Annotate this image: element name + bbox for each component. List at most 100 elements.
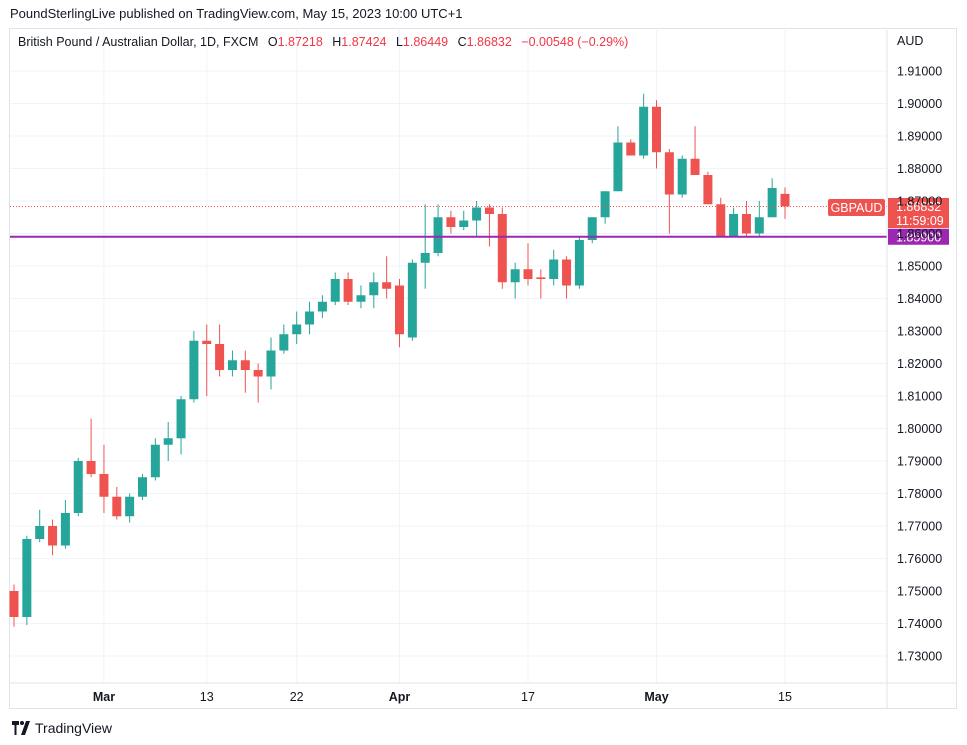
candle-body: [330, 279, 340, 302]
candle-body: [433, 217, 443, 253]
candle[interactable]: [330, 272, 340, 306]
candle[interactable]: [240, 350, 250, 393]
candle-body: [420, 253, 430, 263]
candle[interactable]: [279, 324, 289, 354]
candle-body: [574, 240, 584, 286]
horizontal-level-label-bg: [888, 228, 949, 245]
candle[interactable]: [48, 519, 58, 556]
candle[interactable]: [459, 210, 469, 231]
candle[interactable]: [227, 350, 237, 377]
candle-body: [22, 539, 32, 617]
y-tick-label: 1.81000: [897, 390, 942, 404]
candle[interactable]: [652, 100, 661, 169]
candle[interactable]: [35, 509, 45, 543]
candle-body: [549, 259, 559, 279]
candle[interactable]: [317, 295, 327, 318]
candle-body: [163, 438, 173, 445]
axes: 1.73000 1.74000 1.75000 1.76000 1.77000 1.780…: [10, 30, 957, 709]
candle[interactable]: [22, 535, 32, 626]
footer-branding[interactable]: TradingView: [10, 720, 112, 736]
candle[interactable]: [343, 272, 353, 306]
candle[interactable]: [112, 487, 122, 520]
candle[interactable]: [741, 201, 751, 237]
y-tick-label: 1.74000: [897, 617, 942, 631]
candle[interactable]: [395, 279, 404, 348]
candle[interactable]: [356, 285, 366, 309]
candle-body: [562, 259, 572, 286]
candle[interactable]: [716, 197, 726, 237]
chart-frame: [9, 28, 957, 709]
candle[interactable]: [382, 256, 392, 299]
candle[interactable]: [536, 269, 546, 299]
candle[interactable]: [754, 201, 764, 237]
currency-label: AUD: [897, 34, 923, 48]
candle-body: [369, 282, 379, 296]
candle[interactable]: [510, 262, 520, 299]
candle[interactable]: [639, 93, 649, 159]
candle[interactable]: [215, 324, 225, 377]
last-price-label: 1.86832: [896, 200, 941, 214]
candle[interactable]: [99, 444, 109, 513]
candle-body: [395, 285, 404, 335]
candle[interactable]: [562, 256, 572, 299]
candle[interactable]: [420, 204, 430, 289]
candle[interactable]: [60, 500, 70, 549]
candle[interactable]: [587, 217, 597, 244]
tradingview-logo-icon: [12, 721, 30, 735]
candle[interactable]: [176, 396, 186, 455]
candle[interactable]: [703, 171, 713, 205]
candle[interactable]: [9, 584, 19, 627]
candle[interactable]: [369, 272, 379, 309]
candle[interactable]: [202, 324, 212, 397]
x-tick-label: May: [644, 690, 668, 704]
candle[interactable]: [729, 207, 739, 237]
candle-body: [690, 158, 700, 175]
x-tick-label: 15: [778, 690, 792, 704]
x-tick-label: Mar: [93, 690, 115, 704]
candle[interactable]: [163, 422, 173, 461]
candle[interactable]: [253, 363, 263, 403]
candle[interactable]: [767, 178, 777, 218]
candle[interactable]: [600, 191, 610, 224]
candle[interactable]: [497, 207, 507, 289]
candle[interactable]: [523, 243, 533, 286]
horizontal-level-label: 1.85900: [896, 230, 941, 244]
candle[interactable]: [407, 259, 417, 341]
candle[interactable]: [150, 438, 160, 481]
candle[interactable]: [73, 457, 83, 517]
candle[interactable]: [677, 155, 687, 198]
symbol-tag-bg: [828, 199, 885, 216]
candle-body: [266, 350, 276, 377]
candle[interactable]: [189, 331, 199, 403]
candle[interactable]: [780, 187, 790, 219]
candle-body: [652, 106, 661, 153]
candle[interactable]: [433, 204, 443, 257]
symbol-description[interactable]: British Pound / Australian Dollar, 1D, F…: [18, 35, 259, 49]
candle[interactable]: [690, 126, 700, 175]
candle[interactable]: [305, 301, 315, 335]
candle[interactable]: [86, 418, 96, 478]
candle-body: [767, 188, 777, 218]
x-tick-label: 17: [521, 690, 535, 704]
candle-body: [125, 496, 135, 517]
candle[interactable]: [613, 126, 623, 192]
candle[interactable]: [484, 204, 494, 247]
candle-body: [677, 158, 687, 195]
candle-body: [35, 526, 45, 539]
close-label: C: [457, 35, 467, 49]
candle[interactable]: [574, 236, 584, 289]
candle[interactable]: [626, 139, 636, 156]
y-tick-label: 1.82000: [897, 357, 942, 371]
candle[interactable]: [292, 311, 302, 345]
candle[interactable]: [125, 493, 135, 523]
candle-body: [639, 106, 649, 156]
x-tick-label: Apr: [389, 690, 411, 704]
candle[interactable]: [266, 337, 276, 390]
candle[interactable]: [138, 474, 147, 500]
candle[interactable]: [472, 201, 482, 237]
candle[interactable]: [549, 249, 559, 286]
candle-body: [754, 217, 764, 234]
candle[interactable]: [664, 149, 674, 234]
candle[interactable]: [446, 210, 456, 234]
